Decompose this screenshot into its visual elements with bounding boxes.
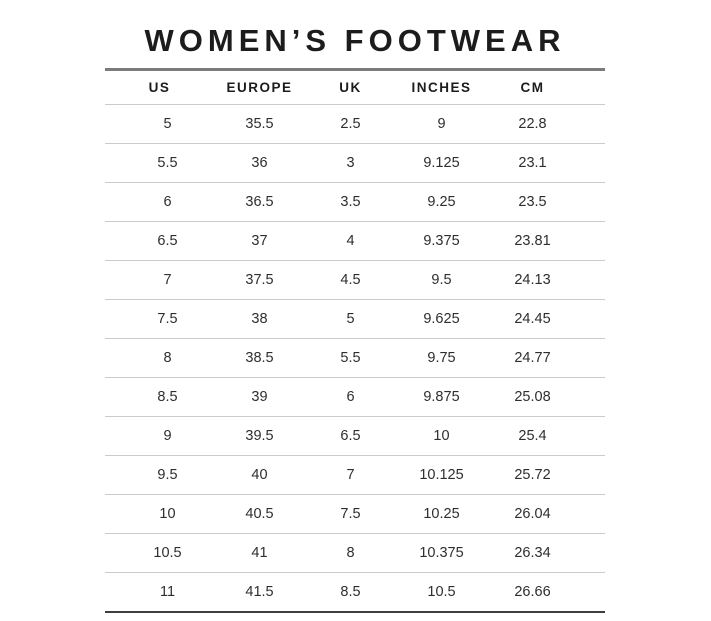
table-cell-cm: 24.77 <box>487 338 605 378</box>
table-cell-cm: 23.1 <box>487 143 605 183</box>
table-row: 10.5 41 8 10.375 26.34 <box>105 533 605 573</box>
page-title: WOMEN’S FOOTWEAR <box>144 23 566 58</box>
table-cell-europe: 41.5 <box>214 572 305 612</box>
table-cell-us: 10.5 <box>105 533 214 573</box>
table-cell-cm: 26.66 <box>487 572 605 612</box>
table-cell-europe: 39 <box>214 377 305 417</box>
column-header: UK <box>339 80 362 95</box>
table-header: US EUROPE UK INCHES CM <box>105 70 605 105</box>
header-row: US EUROPE UK INCHES CM <box>105 70 605 105</box>
table-cell-us: 6.5 <box>105 221 214 261</box>
table-cell-inches: 10.5 <box>396 572 487 612</box>
table-cell-uk: 4.5 <box>305 260 396 300</box>
table-row: 5.5 36 3 9.125 23.1 <box>105 143 605 183</box>
column-header: CM <box>520 80 545 95</box>
table-cell-cm: 25.4 <box>487 416 605 456</box>
table-row: 6.5 37 4 9.375 23.81 <box>105 221 605 261</box>
table-cell-uk: 5 <box>305 299 396 339</box>
table-cell-inches: 10.375 <box>396 533 487 573</box>
table-row: 11 41.5 8.5 10.5 26.66 <box>105 572 605 612</box>
table-body: 5 35.5 2.5 9 22.8 5.5 36 3 9.125 23.1 6 <box>105 104 605 612</box>
table-cell-cm: 26.04 <box>487 494 605 534</box>
table-cell-us: 8.5 <box>105 377 214 417</box>
table-cell-inches: 9.5 <box>396 260 487 300</box>
table-cell-europe: 39.5 <box>214 416 305 456</box>
table-cell-us: 5.5 <box>105 143 214 183</box>
table-row: 7 37.5 4.5 9.5 24.13 <box>105 260 605 300</box>
table-cell-europe: 40.5 <box>214 494 305 534</box>
table-row: 8 38.5 5.5 9.75 24.77 <box>105 338 605 378</box>
size-guide-page: WOMEN’S FOOTWEAR US EUROPE UK INCHES CM <box>105 0 605 613</box>
table-cell-inches: 9.375 <box>396 221 487 261</box>
table-cell-europe: 38.5 <box>214 338 305 378</box>
table-row: 10 40.5 7.5 10.25 26.04 <box>105 494 605 534</box>
table-cell-uk: 3.5 <box>305 182 396 222</box>
table-cell-europe: 36.5 <box>214 182 305 222</box>
table-cell-cm: 24.45 <box>487 299 605 339</box>
table-row: 9.5 40 7 10.125 25.72 <box>105 455 605 495</box>
table-cell-europe: 40 <box>214 455 305 495</box>
table-cell-us: 5 <box>105 104 214 144</box>
table-cell-cm: 25.72 <box>487 455 605 495</box>
table-cell-uk: 8.5 <box>305 572 396 612</box>
table-cell-us: 9.5 <box>105 455 214 495</box>
table-cell-europe: 35.5 <box>214 104 305 144</box>
table-cell-inches: 9.125 <box>396 143 487 183</box>
table-cell-uk: 7.5 <box>305 494 396 534</box>
table-cell-us: 7 <box>105 260 214 300</box>
table-cell-uk: 6.5 <box>305 416 396 456</box>
table-cell-inches: 9.625 <box>396 299 487 339</box>
table-cell-cm: 22.8 <box>487 104 605 144</box>
table-cell-europe: 37.5 <box>214 260 305 300</box>
table-cell-uk: 8 <box>305 533 396 573</box>
table-cell-inches: 10.125 <box>396 455 487 495</box>
table-row: 8.5 39 6 9.875 25.08 <box>105 377 605 417</box>
table-cell-europe: 38 <box>214 299 305 339</box>
table-row: 6 36.5 3.5 9.25 23.5 <box>105 182 605 222</box>
table-cell-inches: 9.75 <box>396 338 487 378</box>
table-cell-uk: 7 <box>305 455 396 495</box>
table-cell-cm: 23.81 <box>487 221 605 261</box>
table-cell-us: 10 <box>105 494 214 534</box>
table-cell-cm: 24.13 <box>487 260 605 300</box>
table-cell-uk: 2.5 <box>305 104 396 144</box>
table-row: 5 35.5 2.5 9 22.8 <box>105 104 605 144</box>
table-cell-us: 9 <box>105 416 214 456</box>
table-cell-uk: 5.5 <box>305 338 396 378</box>
table-cell-us: 7.5 <box>105 299 214 339</box>
size-chart-table: US EUROPE UK INCHES CM 5 35.5 2.5 9 <box>105 68 605 613</box>
table-cell-uk: 3 <box>305 143 396 183</box>
table-cell-uk: 4 <box>305 221 396 261</box>
table-cell-inches: 10.25 <box>396 494 487 534</box>
column-header: EUROPE <box>226 80 293 95</box>
table-cell-inches: 9 <box>396 104 487 144</box>
table-cell-europe: 37 <box>214 221 305 261</box>
table-cell-cm: 26.34 <box>487 533 605 573</box>
table-cell-us: 11 <box>105 572 214 612</box>
table-cell-uk: 6 <box>305 377 396 417</box>
table-row: 7.5 38 5 9.625 24.45 <box>105 299 605 339</box>
table-cell-us: 8 <box>105 338 214 378</box>
table-cell-inches: 9.875 <box>396 377 487 417</box>
table-cell-europe: 36 <box>214 143 305 183</box>
table-cell-cm: 25.08 <box>487 377 605 417</box>
column-header: INCHES <box>411 80 472 95</box>
table-cell-us: 6 <box>105 182 214 222</box>
table-cell-europe: 41 <box>214 533 305 573</box>
table-cell-cm: 23.5 <box>487 182 605 222</box>
table-cell-inches: 9.25 <box>396 182 487 222</box>
column-header: US <box>148 80 171 95</box>
table-cell-inches: 10 <box>396 416 487 456</box>
table-row: 9 39.5 6.5 10 25.4 <box>105 416 605 456</box>
